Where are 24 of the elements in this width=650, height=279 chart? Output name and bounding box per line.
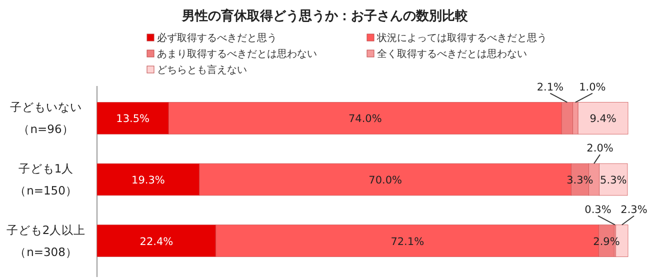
data-label: 74.0% <box>348 113 382 126</box>
legend-label: 全く取得するべきだとは思わない <box>377 48 527 60</box>
legend-label: あまり取得するべきだとは思わない <box>157 49 317 60</box>
data-label: 2.0% <box>586 142 614 155</box>
y-tick-label: 子ども2人以上（n=308） <box>6 222 86 259</box>
legend-label: 必ず取得するべきだと思う <box>157 32 277 44</box>
data-label: 2.9% <box>593 236 620 248</box>
data-label: 1.0% <box>579 81 606 94</box>
legend-label: どちらとも言えない <box>157 64 247 76</box>
data-label: 2.1% <box>536 81 564 94</box>
data-label: 72.1% <box>390 236 424 248</box>
data-label: 19.3% <box>132 174 165 186</box>
data-label: 13.5% <box>116 113 150 126</box>
y-tick-label: 子どもいない（n=96） <box>10 100 82 136</box>
data-label: 2.3% <box>620 204 648 216</box>
data-label: 70.0% <box>368 174 402 186</box>
y-tick-label: 子ども1人（n=150） <box>14 162 78 198</box>
data-label: 22.4% <box>140 236 174 248</box>
chart-title: 男性の育休取得どう思うか：お子さんの数別比較 <box>181 8 469 24</box>
data-label: 3.3% <box>566 174 594 186</box>
legend-label: 状況によっては取得するべきだと思う <box>376 32 547 44</box>
data-label: 5.3% <box>600 174 627 186</box>
data-label: 9.4% <box>590 113 616 126</box>
data-label: 0.3% <box>584 204 612 216</box>
